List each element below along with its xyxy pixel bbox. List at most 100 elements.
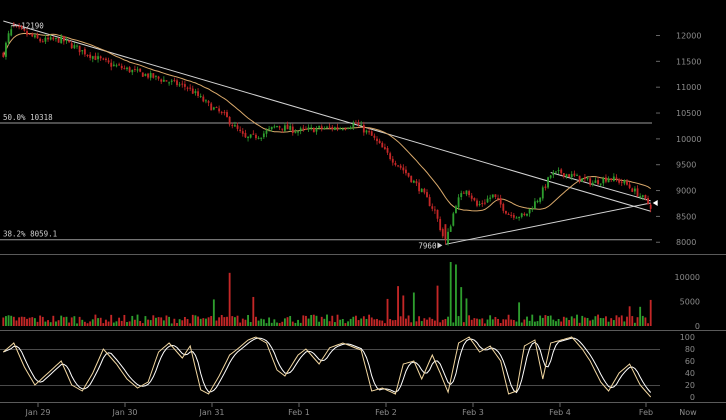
volume-bar: [78, 316, 81, 326]
volume-bar: [173, 318, 176, 326]
candle-body: [147, 73, 149, 78]
candle-body: [5, 42, 7, 57]
candle-body: [186, 87, 189, 89]
candle-body: [362, 124, 365, 133]
candle-body: [426, 192, 428, 198]
candle-body: [31, 33, 34, 37]
trendline-0: [3, 20, 651, 212]
candle-body: [249, 134, 252, 138]
candle-body: [131, 69, 134, 73]
volume-bar: [618, 317, 621, 326]
candle-body: [294, 132, 297, 134]
volume-bar: [449, 262, 452, 326]
volume-bar: [641, 315, 644, 326]
candle-body: [47, 37, 49, 40]
candle-body: [623, 180, 626, 184]
volume-bar: [123, 314, 126, 326]
candle-body: [62, 36, 65, 42]
candle-body: [276, 125, 278, 128]
volume-bar: [473, 318, 476, 326]
volume-bar: [86, 323, 89, 326]
volume-bar: [373, 319, 376, 326]
candle-body: [549, 175, 552, 178]
volume-bar: [523, 319, 526, 326]
time-tick-label: Feb: [639, 408, 653, 417]
candle-body: [273, 126, 276, 128]
volume-bar: [549, 315, 552, 326]
volume-bar: [7, 315, 10, 326]
candle-body: [65, 39, 68, 41]
volume-bar: [33, 318, 36, 326]
time-tick-label: Jan 29: [24, 408, 50, 417]
volume-bar: [468, 315, 471, 326]
volume-bar: [31, 317, 34, 326]
volume-bar: [520, 322, 523, 326]
time-axis: Jan 29 Jan 30 Jan 31 Feb 1 Feb 2 Feb 3 Feb 4 Fe…: [24, 403, 697, 417]
candle-body: [199, 95, 202, 97]
volume-bar: [460, 287, 463, 326]
callout-label-low: 7960: [418, 241, 437, 250]
candle-body: [202, 96, 205, 102]
candle-body: [491, 194, 494, 198]
candle-body: [502, 203, 505, 211]
volume-bar: [481, 318, 484, 326]
volume-bar: [94, 314, 97, 326]
candle-body: [162, 79, 165, 82]
candle-body: [489, 197, 492, 199]
volume-bar: [397, 286, 399, 326]
candle-body: [433, 209, 436, 211]
volume-bar: [323, 318, 326, 326]
volume-bar: [389, 319, 392, 326]
volume-bar: [526, 316, 528, 326]
volume-bar: [465, 298, 468, 326]
time-tick-label: Jan 31: [198, 408, 224, 417]
volume-bar: [236, 315, 239, 326]
volume-bar: [199, 318, 202, 326]
volume-bar: [70, 317, 73, 326]
volume-bar: [81, 319, 84, 326]
volume-bar: [210, 316, 213, 326]
candle-body: [591, 182, 594, 185]
candle-body: [594, 180, 597, 184]
volume-bar: [168, 316, 171, 326]
candle-body: [573, 173, 576, 176]
stochastic-lines: [2, 336, 652, 398]
candle-body: [633, 188, 636, 192]
price-axis: 8000 8500 9000 9500 10000 10500 11000 11500 1200…: [656, 32, 701, 247]
volume-bar: [626, 316, 628, 326]
candle-body: [478, 204, 481, 206]
volume-tick-label: 5000: [680, 297, 700, 306]
volume-bar: [631, 316, 634, 326]
candle-body: [589, 178, 592, 185]
volume-bar: [228, 272, 231, 326]
volume-bar: [231, 316, 234, 326]
candle-body: [628, 184, 631, 188]
candle-body: [197, 91, 199, 96]
candle-body: [223, 112, 226, 114]
volume-bar: [270, 322, 273, 326]
candle-body: [189, 87, 192, 89]
candle-body: [376, 138, 378, 142]
volume-bar: [557, 318, 560, 326]
candle-body: [210, 103, 213, 111]
candle-body: [318, 126, 321, 128]
volume-bar: [336, 314, 339, 326]
candle-body: [583, 177, 586, 179]
volume-bar: [226, 316, 228, 326]
candle-body: [439, 219, 442, 231]
volume-bar: [152, 315, 155, 326]
candle-body: [389, 153, 392, 159]
price-tick-label: 11500: [676, 57, 701, 66]
volume-bar: [444, 318, 447, 326]
candle-body: [420, 188, 423, 193]
volume-bar: [462, 322, 465, 326]
candle-body: [315, 128, 318, 132]
candles: [2, 22, 652, 246]
candle-body: [7, 33, 10, 43]
candle-body: [205, 100, 207, 102]
volume-bar: [633, 322, 636, 326]
candle-body: [381, 142, 384, 148]
candle-body: [23, 29, 26, 31]
candle-body: [552, 172, 555, 176]
candle-body: [136, 69, 139, 71]
